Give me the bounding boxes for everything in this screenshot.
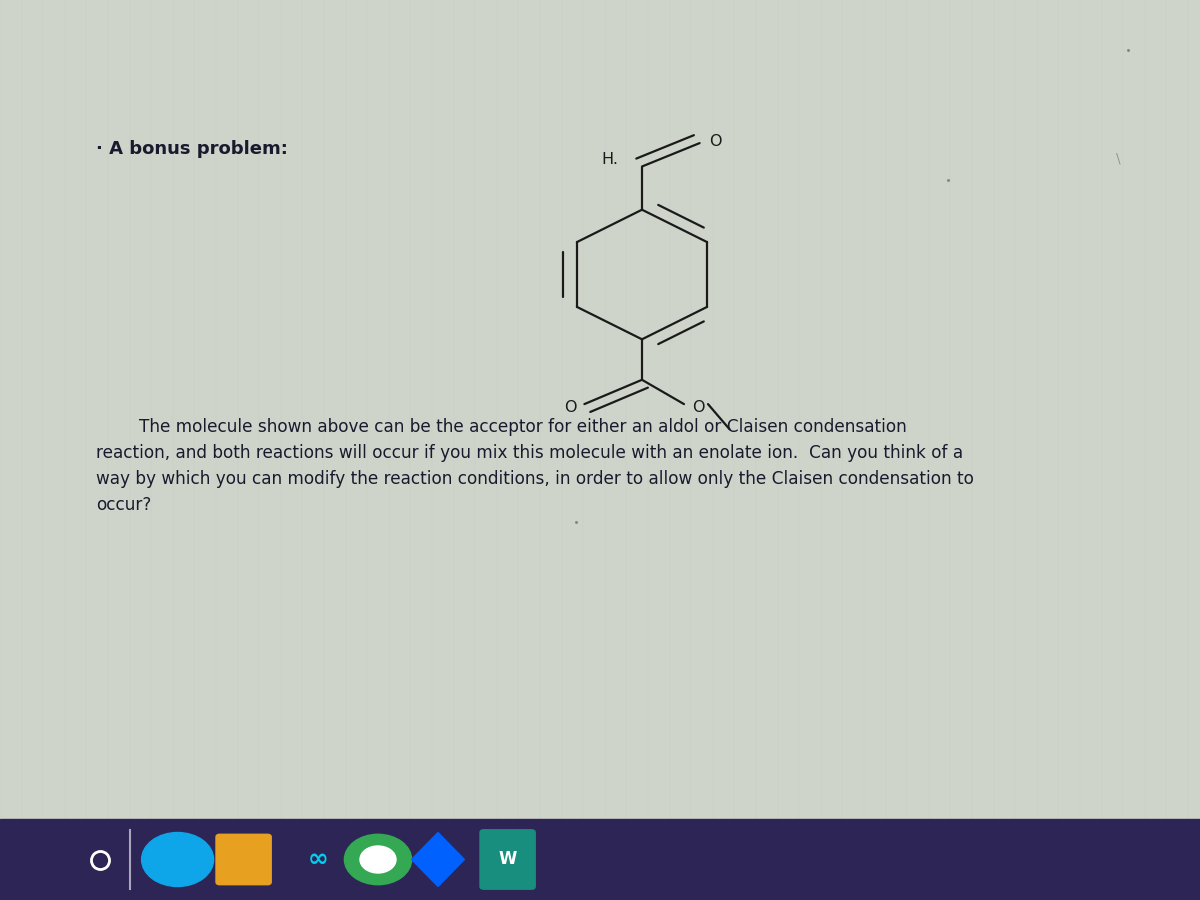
Text: O: O [692,400,704,415]
Polygon shape [412,832,464,886]
Text: · A bonus problem:: · A bonus problem: [96,140,288,158]
Text: H.: H. [601,152,618,166]
Text: O: O [564,400,576,415]
Text: O: O [709,134,721,148]
Text: The molecule shown above can be the acceptor for either an aldol or Claisen cond: The molecule shown above can be the acce… [96,418,974,514]
Bar [0,819,1200,900]
FancyBboxPatch shape [480,830,535,889]
Circle shape [344,834,412,885]
Text: W: W [498,850,517,868]
Circle shape [360,846,396,873]
Text: ∞: ∞ [307,848,329,871]
Text: \: \ [1116,151,1121,165]
Circle shape [142,832,214,886]
FancyBboxPatch shape [216,834,271,885]
